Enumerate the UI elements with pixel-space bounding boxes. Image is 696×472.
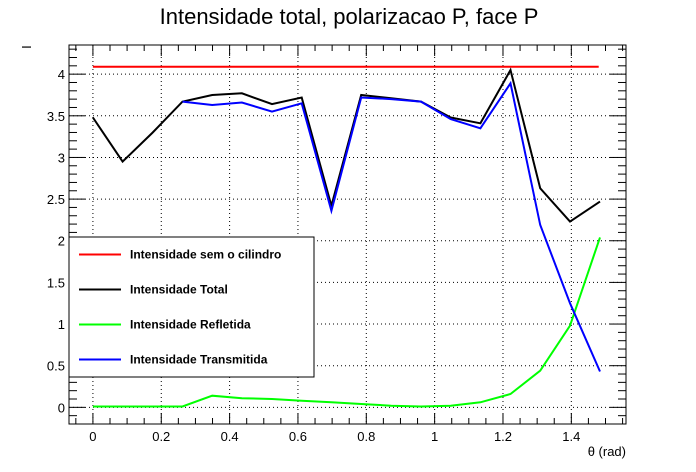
y-tick-label: 0 <box>58 400 65 415</box>
y-tick-label: 1 <box>58 317 65 332</box>
series-line-2 <box>92 237 601 408</box>
y-tick-label: 3 <box>58 150 65 165</box>
x-axis-label: θ (rad) <box>588 444 626 459</box>
x-tick-label: 0.4 <box>221 429 239 444</box>
legend-label: Intensidade Total <box>130 283 228 297</box>
x-tick-label: 0.2 <box>152 429 170 444</box>
y-tick-label: 4 <box>58 67 65 82</box>
x-tick-label: 1.2 <box>494 429 512 444</box>
plot-frame <box>68 44 627 425</box>
legend-label: Intensidade Transmitida <box>130 353 268 367</box>
legend-label: Intensidade Refletida <box>130 318 251 332</box>
legend: Intensidade sem o cilindro Intensidade To… <box>68 236 315 378</box>
y-tick-label: 2 <box>58 234 65 249</box>
y-tick-label: 0.5 <box>47 359 65 374</box>
legend-label: Intensidade sem o cilindro <box>130 248 281 262</box>
x-tick-label: 0 <box>89 429 96 444</box>
y-tick-label: 1.5 <box>47 275 65 290</box>
y-axis-label: I <box>19 45 34 49</box>
y-tick-label: 2.5 <box>47 192 65 207</box>
series-line-3 <box>182 80 601 372</box>
y-tick-label: 3.5 <box>47 109 65 124</box>
series-lines <box>92 65 601 408</box>
tick-labels: 0 0.2 0.4 0.6 0.8 1 1.2 1.4 0 0.5 1 1.5 2 2.5 3 3.5 4 <box>47 67 580 444</box>
x-tick-label: 1.4 <box>562 429 580 444</box>
chart-title: Intensidade total, polarizacao P, face P <box>160 4 539 29</box>
legend-box <box>68 236 315 378</box>
x-tick-label: 0.6 <box>289 429 307 444</box>
x-tick-label: 0.8 <box>357 429 375 444</box>
x-tick-label: 1 <box>431 429 438 444</box>
